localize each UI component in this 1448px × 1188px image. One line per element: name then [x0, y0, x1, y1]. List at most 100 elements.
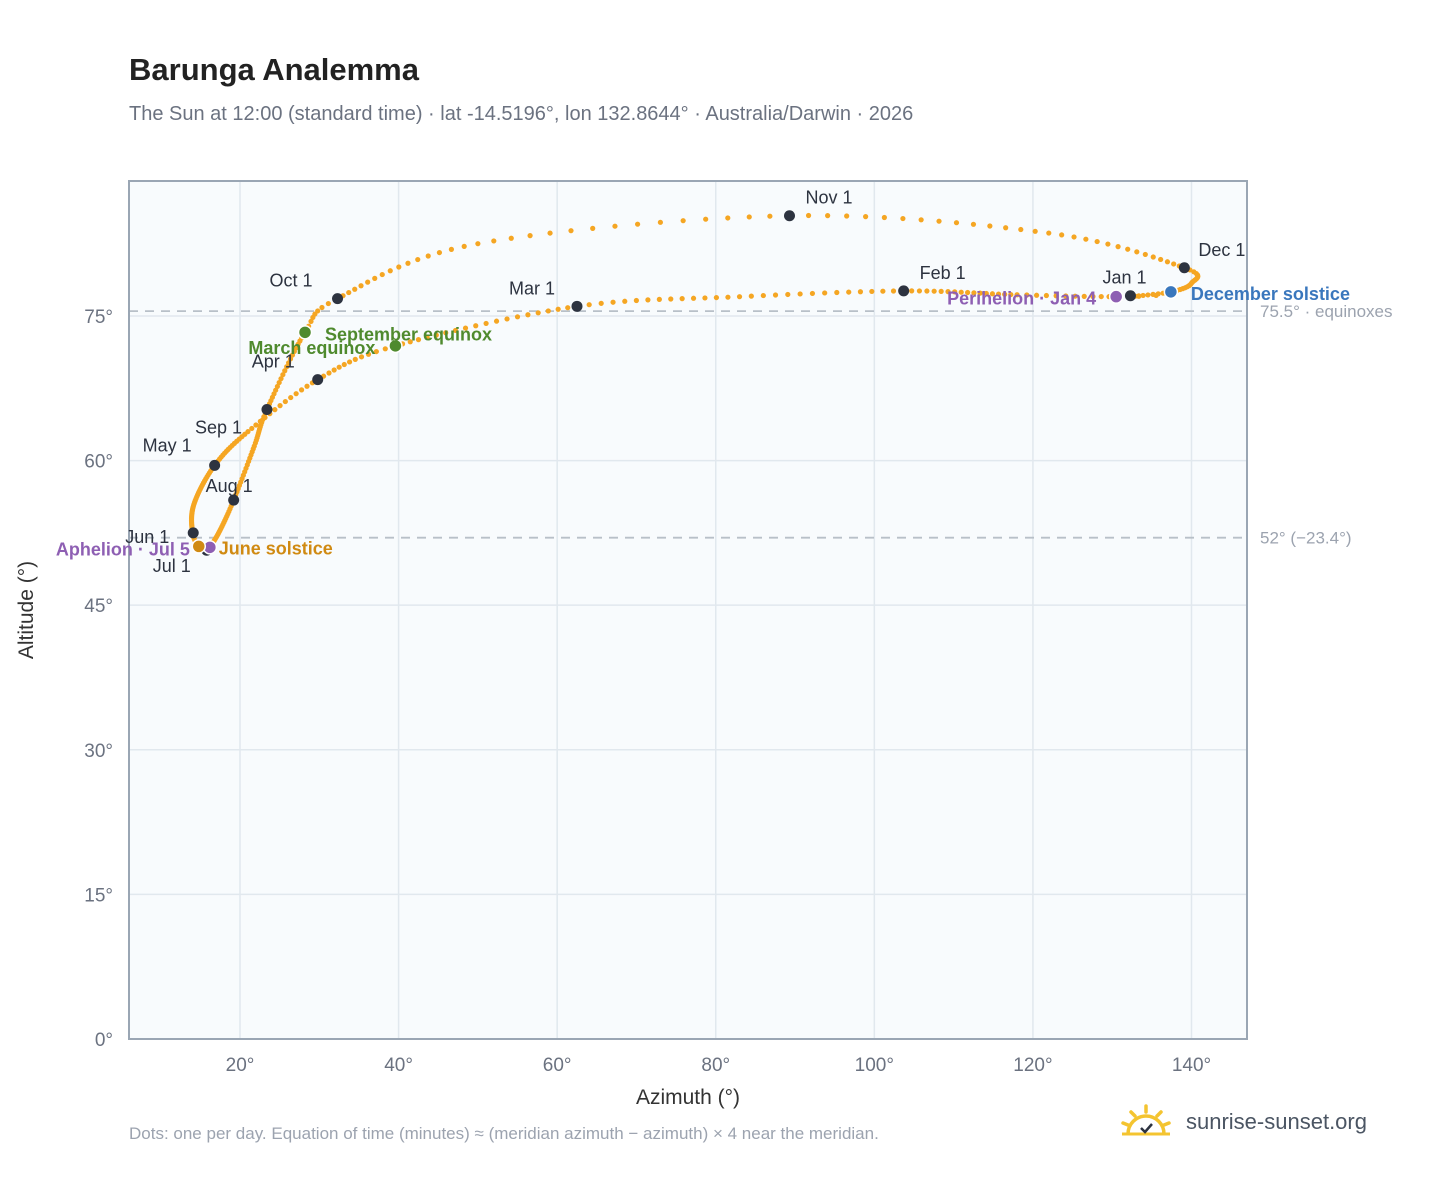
- chart-subtitle: The Sun at 12:00 (standard time) · lat -…: [129, 103, 914, 125]
- daily-sun-dot: [797, 291, 803, 297]
- daily-sun-dot: [565, 305, 571, 311]
- daily-sun-dot: [372, 275, 378, 281]
- daily-sun-dot: [475, 241, 481, 247]
- footer-note: Dots: one per day. Equation of time (min…: [129, 1124, 879, 1143]
- y-tick-label: 0°: [95, 1030, 113, 1051]
- daily-sun-dot: [598, 300, 604, 306]
- daily-sun-dot: [272, 407, 278, 413]
- daily-sun-dot: [282, 368, 288, 374]
- daily-sun-dot: [365, 279, 371, 285]
- daily-sun-dot: [287, 356, 294, 362]
- daily-sun-dot: [535, 310, 541, 316]
- daily-sun-dot: [358, 354, 365, 360]
- daily-sun-dot: [1142, 251, 1148, 258]
- daily-sun-dot: [1150, 254, 1156, 260]
- month-label: Apr 1: [252, 352, 295, 372]
- daily-sun-dot: [971, 290, 977, 296]
- daily-sun-dot: [249, 425, 255, 432]
- daily-sun-dot: [869, 288, 875, 295]
- daily-sun-dot: [995, 291, 1002, 297]
- daily-sun-dot: [844, 213, 850, 219]
- event-marker: [388, 338, 403, 354]
- daily-sun-dot: [746, 214, 752, 220]
- daily-sun-dot: [525, 312, 531, 318]
- daily-sun-dot: [331, 367, 337, 373]
- daily-sun-dot: [633, 297, 639, 304]
- month-marker: [332, 293, 344, 305]
- brand[interactable]: sunrise-sunset.org: [1120, 1102, 1367, 1142]
- daily-sun-dot: [373, 348, 379, 355]
- daily-sun-dot: [645, 297, 651, 303]
- daily-sun-dot: [909, 288, 915, 294]
- daily-sun-dot: [785, 291, 791, 298]
- daily-sun-dot: [514, 314, 521, 320]
- daily-sun-dot: [1018, 226, 1024, 233]
- chart-title: Barunga Analemma: [129, 52, 419, 87]
- daily-sun-dot: [736, 294, 743, 300]
- daily-sun-dot: [863, 214, 869, 220]
- daily-sun-dot: [1094, 238, 1100, 245]
- daily-sun-dot: [387, 268, 393, 274]
- x-tick-label: 60°: [543, 1055, 572, 1076]
- event-label: September equinox: [325, 324, 492, 344]
- daily-sun-dot: [1081, 293, 1087, 299]
- sunrise-logo-icon: [1121, 1104, 1171, 1136]
- daily-sun-dot: [977, 290, 983, 296]
- daily-sun-dot: [365, 351, 372, 357]
- daily-sun-dot: [1072, 293, 1078, 299]
- month-marker: [783, 210, 795, 222]
- daily-sun-dot: [325, 300, 331, 307]
- daily-sun-dot: [1024, 292, 1030, 298]
- daily-sun-dot: [924, 288, 930, 294]
- daily-sun-dot: [772, 292, 779, 298]
- daily-sun-dot: [1164, 259, 1171, 265]
- daily-sun-dot: [983, 290, 989, 297]
- daily-sun-dot: [989, 291, 996, 297]
- event-label: Aphelion · Jul 5: [56, 539, 190, 559]
- daily-sun-dot: [1002, 291, 1008, 297]
- daily-sun-dot: [407, 339, 413, 345]
- daily-sun-dot: [452, 327, 459, 334]
- daily-sun-dot: [952, 289, 958, 295]
- daily-sun-dot: [679, 296, 685, 302]
- daily-sun-dot: [545, 308, 551, 314]
- daily-sun-dot: [702, 295, 708, 301]
- daily-sun-dot: [857, 289, 864, 295]
- daily-sun-dot: [473, 323, 479, 329]
- daily-sun-dot: [965, 289, 971, 296]
- daily-sun-dot: [415, 256, 421, 263]
- daily-sun-dot: [280, 372, 286, 378]
- reference-line-label: 75.5° · equinoxes: [1260, 302, 1393, 321]
- month-label: Sep 1: [195, 417, 242, 437]
- month-label: Aug 1: [206, 476, 253, 496]
- daily-sun-dot: [504, 316, 510, 322]
- daily-sun-dot: [547, 230, 553, 236]
- daily-sun-dot: [293, 391, 299, 397]
- daily-sun-dot: [491, 238, 497, 244]
- daily-sun-dot: [805, 212, 812, 219]
- daily-sun-dot: [690, 295, 697, 301]
- daily-sun-dot: [336, 364, 342, 370]
- x-tick-label: 100°: [855, 1055, 894, 1076]
- daily-sun-dot: [424, 334, 430, 340]
- daily-sun-dot: [725, 294, 731, 300]
- daily-sun-dot: [288, 394, 294, 401]
- daily-sun-dot: [586, 302, 592, 308]
- y-tick-label: 45°: [84, 596, 113, 617]
- daily-sun-dot: [493, 318, 500, 324]
- y-axis-label: Altitude (°): [15, 561, 38, 659]
- event-label: March equinox: [248, 338, 375, 358]
- daily-sun-dot: [379, 271, 385, 278]
- y-tick-label: 30°: [84, 741, 113, 762]
- daily-sun-dot: [405, 260, 411, 266]
- daily-sun-dot: [713, 294, 720, 301]
- event-label: Perihelion · Jan 4: [947, 289, 1096, 309]
- x-tick-label: 80°: [701, 1055, 730, 1076]
- daily-sun-dot: [1098, 293, 1104, 300]
- daily-sun-dot: [1090, 293, 1096, 300]
- daily-sun-dot: [1145, 292, 1151, 298]
- daily-sun-dot: [436, 249, 443, 256]
- month-label: Mar 1: [509, 278, 555, 298]
- daily-sun-dot: [1134, 249, 1140, 255]
- event-marker: [1108, 289, 1124, 304]
